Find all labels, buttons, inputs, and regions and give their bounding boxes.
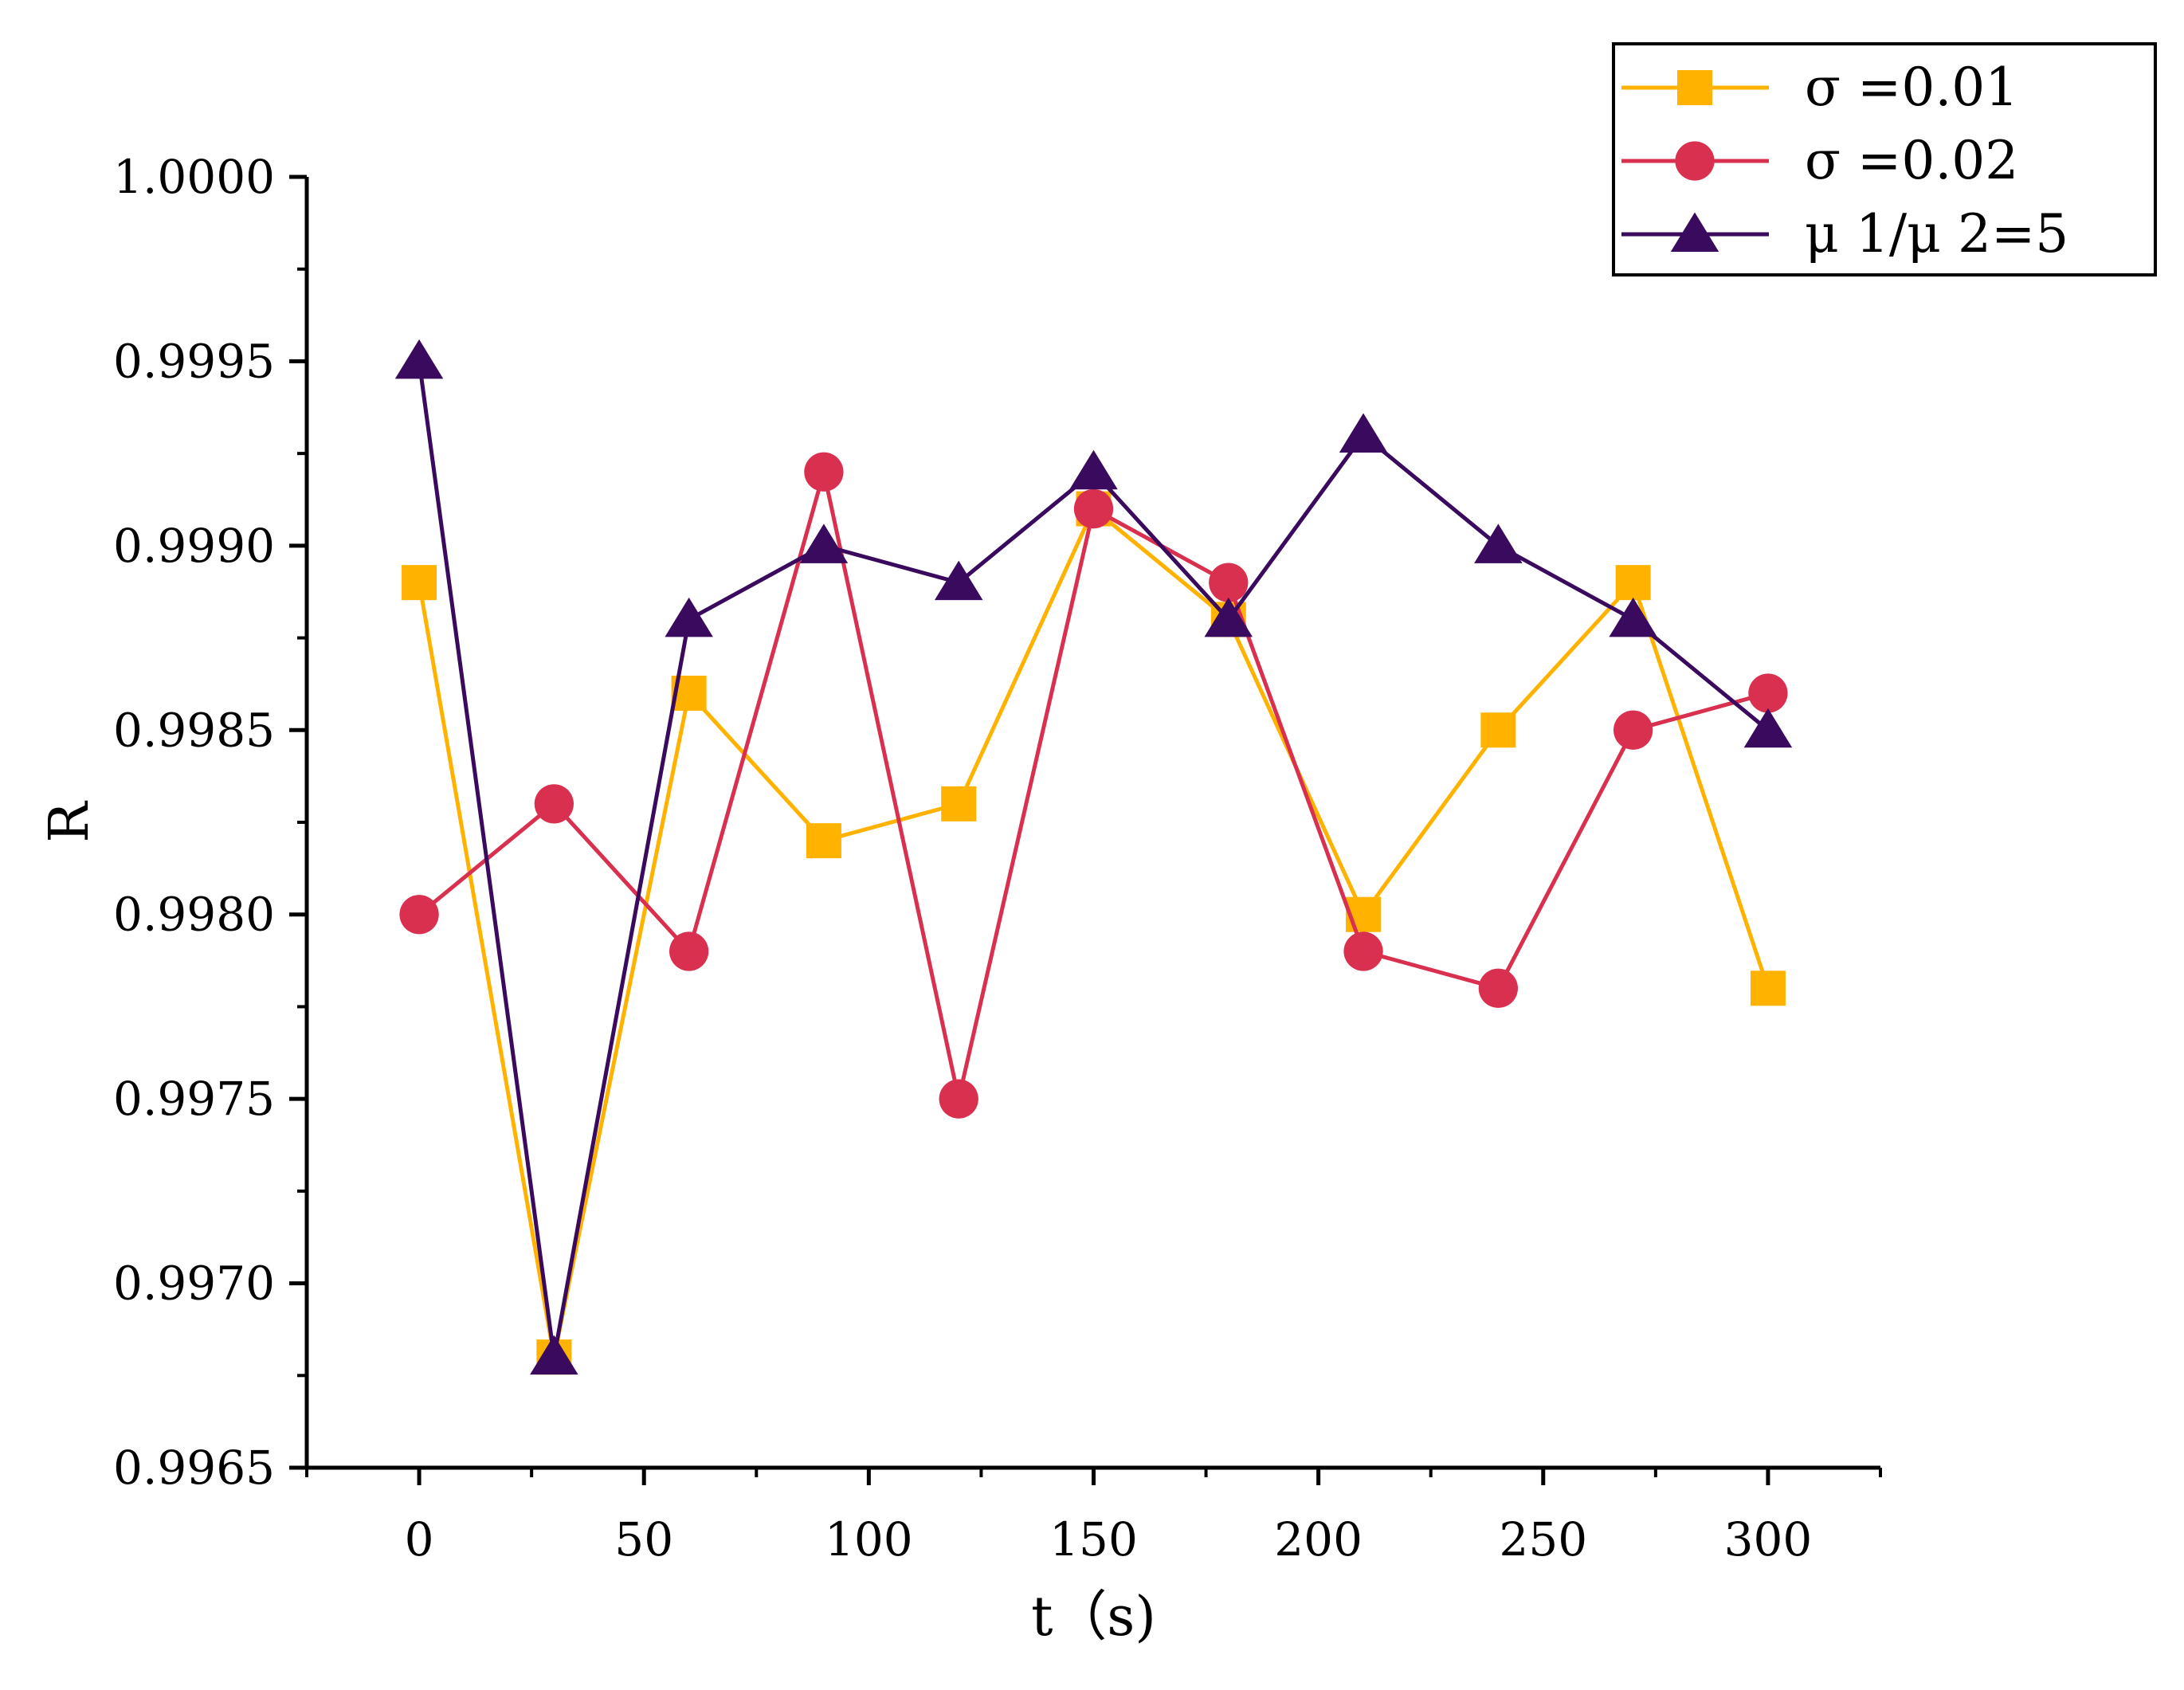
series-layer xyxy=(394,339,1793,1375)
legend-item: σ =0.01 xyxy=(1621,57,2018,118)
legend-label: μ 1/μ 2=5 xyxy=(1805,203,2068,265)
triangle-marker xyxy=(934,560,983,601)
x-tick-label: 150 xyxy=(1049,1512,1138,1566)
square-marker xyxy=(1615,565,1651,601)
triangle-marker xyxy=(1204,597,1253,637)
x-tick-label: 250 xyxy=(1499,1512,1587,1566)
triangle-marker xyxy=(665,597,713,637)
y-tick-label: 0.9990 xyxy=(113,519,275,573)
square-marker xyxy=(941,786,977,821)
triangle-marker xyxy=(1670,212,1719,252)
triangle-marker xyxy=(1069,449,1118,490)
circle-marker xyxy=(1073,488,1114,529)
circle-marker xyxy=(1748,673,1788,713)
square-marker xyxy=(1677,70,1712,105)
triangle-marker xyxy=(530,1335,578,1375)
y-tick-label: 0.9980 xyxy=(113,888,275,942)
y-tick-label: 0.9970 xyxy=(113,1257,275,1311)
axes: 0.9965 0.9970 0.9975 0.9980 0.9985 0.9990 0.99… xyxy=(113,150,1882,1566)
circle-marker xyxy=(1343,931,1383,971)
circle-marker xyxy=(1675,141,1715,181)
y-tick-label: 1.0000 xyxy=(113,150,275,204)
circle-marker xyxy=(534,784,574,824)
triangle-marker xyxy=(1609,597,1657,637)
triangle-marker xyxy=(1339,413,1388,453)
triangle-marker xyxy=(799,523,849,563)
legend-item: σ =0.02 xyxy=(1621,130,2018,191)
circle-marker xyxy=(1209,563,1249,602)
legend: σ =0.01 σ =0.02 μ 1/μ 2=5 xyxy=(1612,42,2157,276)
x-tick-label: 50 xyxy=(614,1512,673,1566)
circle-marker xyxy=(399,895,439,935)
x-axis-title: t（s) xyxy=(1031,1586,1156,1649)
square-marker xyxy=(1480,712,1516,748)
triangle-marker xyxy=(1474,523,1523,563)
square-marker xyxy=(806,823,841,859)
triangle-marker xyxy=(394,339,444,379)
circle-marker xyxy=(804,452,844,492)
circle-marker xyxy=(1478,968,1518,1008)
y-axis-title: R xyxy=(38,801,101,843)
y-tick-label: 0.9965 xyxy=(113,1441,275,1495)
square-marker xyxy=(402,565,437,601)
circle-marker xyxy=(669,931,709,971)
y-tick-label: 0.9975 xyxy=(113,1072,275,1126)
legend-label: σ =0.02 xyxy=(1805,130,2018,191)
circle-marker xyxy=(939,1079,978,1119)
x-tick-label: 300 xyxy=(1724,1512,1813,1566)
triangle-marker xyxy=(1743,708,1793,748)
x-tick-label: 0 xyxy=(405,1512,434,1566)
series-2 xyxy=(399,452,1788,1119)
y-tick-label: 0.9985 xyxy=(113,703,275,757)
x-tick-label: 200 xyxy=(1274,1512,1363,1566)
series-3 xyxy=(394,339,1793,1375)
legend-item: μ 1/μ 2=5 xyxy=(1621,203,2068,265)
square-marker xyxy=(1750,970,1786,1006)
y-tick-label: 0.9995 xyxy=(113,334,275,388)
x-tick-label: 100 xyxy=(825,1512,913,1566)
legend-label: σ =0.01 xyxy=(1805,57,2018,118)
circle-marker xyxy=(1613,710,1653,750)
